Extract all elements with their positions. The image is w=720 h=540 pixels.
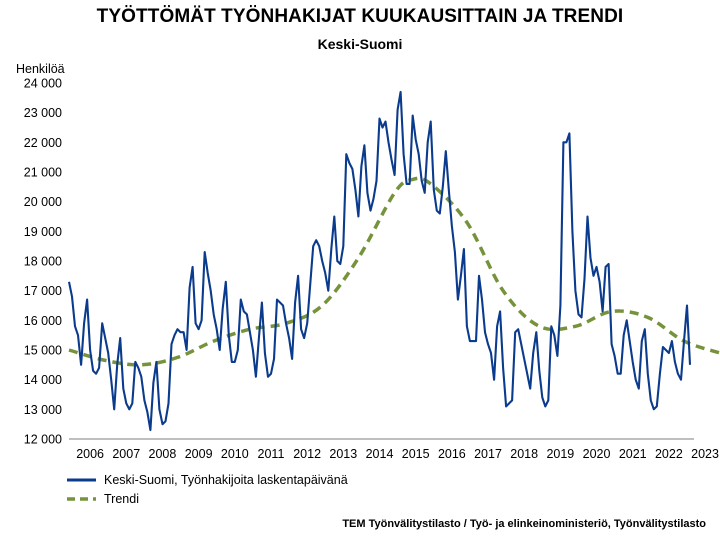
y-axis-unit-label: Henkilöä xyxy=(16,62,65,76)
y-tick-label: 17 000 xyxy=(24,284,62,298)
source-note: TEM Työnvälitystilasto / Työ- ja elinkei… xyxy=(342,518,706,530)
y-tick-label: 13 000 xyxy=(24,403,62,417)
y-tick-label: 24 000 xyxy=(24,77,62,91)
x-tick-label: 2006 xyxy=(76,447,104,461)
x-tick-label: 2017 xyxy=(474,447,502,461)
y-tick-label: 12 000 xyxy=(24,433,62,447)
x-tick-label: 2007 xyxy=(112,447,140,461)
x-tick-label: 2023 xyxy=(691,447,719,461)
y-tick-label: 18 000 xyxy=(24,255,62,269)
y-tick-label: 23 000 xyxy=(24,106,62,120)
x-tick-label: 2010 xyxy=(221,447,249,461)
x-tick-label: 2022 xyxy=(655,447,683,461)
x-tick-label: 2018 xyxy=(510,447,538,461)
legend-label-trend: Trendi xyxy=(104,492,139,506)
x-tick-label: 2013 xyxy=(329,447,357,461)
x-tick-label: 2014 xyxy=(366,447,394,461)
legend-label-monthly: Keski-Suomi, Työnhakijoita laskentapäivä… xyxy=(104,473,348,487)
x-tick-labels: 2006 2007 2008 2009 2010 2011 2012 2013 2014 2015… xyxy=(76,447,719,461)
legend: Keski-Suomi, Työnhakijoita laskentapäivä… xyxy=(67,473,348,506)
x-tick-label: 2016 xyxy=(438,447,466,461)
y-tick-label: 20 000 xyxy=(24,195,62,209)
trend-series-line xyxy=(68,176,720,367)
y-tick-label: 19 000 xyxy=(24,225,62,239)
series-lines xyxy=(67,90,720,432)
y-tick-label: 15 000 xyxy=(24,344,62,358)
y-tick-label: 16 000 xyxy=(24,314,62,328)
chart-title: TYÖTTÖMÄT TYÖNHAKIJAT KUUKAUSITTAIN JA T… xyxy=(96,6,624,27)
x-tick-label: 2020 xyxy=(583,447,611,461)
y-tick-labels: 12 000 13 000 14 000 15 000 16 000 17 000 18 0… xyxy=(24,77,62,447)
x-tick-label: 2012 xyxy=(293,447,321,461)
chart-subtitle: Keski-Suomi xyxy=(317,36,403,52)
x-tick-label: 2021 xyxy=(619,447,647,461)
x-tick-label: 2019 xyxy=(546,447,574,461)
x-tick-label: 2011 xyxy=(258,447,285,461)
x-tick-label: 2009 xyxy=(185,447,213,461)
monthly-series-line xyxy=(67,90,692,432)
y-tick-label: 21 000 xyxy=(24,166,62,180)
x-tick-label: 2015 xyxy=(402,447,430,461)
y-tick-label: 22 000 xyxy=(24,136,62,150)
y-tick-label: 14 000 xyxy=(24,373,62,387)
x-tick-label: 2008 xyxy=(149,447,177,461)
